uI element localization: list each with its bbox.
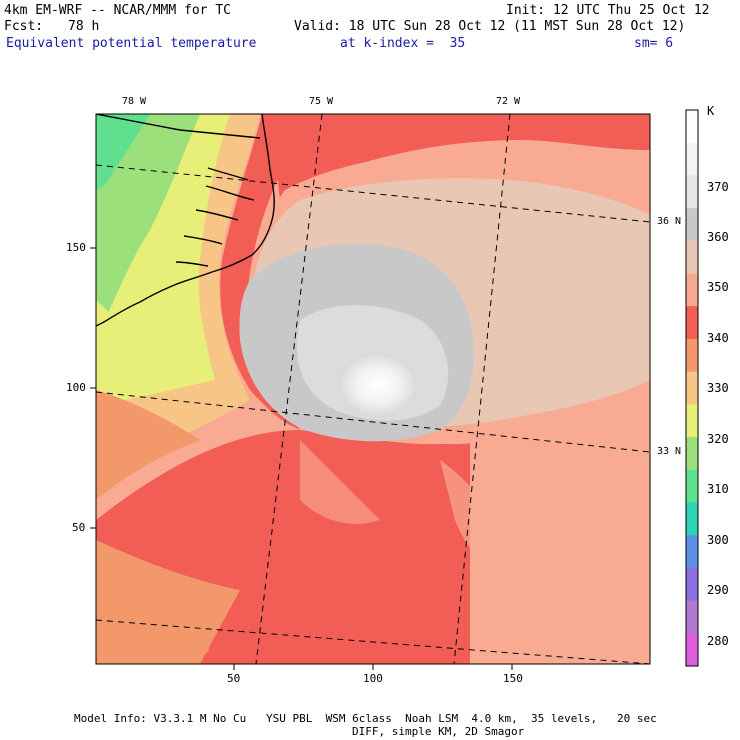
valid-time: Valid: 18 UTC Sun 28 Oct 12 (11 MST Sun …: [294, 19, 686, 34]
lat-lon-grid: [96, 114, 650, 664]
y-tick-150: 150: [66, 241, 86, 254]
init-time: Init: 12 UTC Thu 25 Oct 12: [506, 3, 710, 18]
y-tick-50: 50: [72, 521, 86, 534]
colorbar-swatch: [686, 306, 698, 340]
colorbar-swatch: [686, 208, 698, 242]
colorbar-frame: [685, 109, 699, 667]
colorbar-label-350: 350: [707, 280, 729, 294]
colorbar-swatch: [686, 633, 698, 667]
colorbar-label-290: 290: [707, 583, 729, 597]
lon-label-75w: 75 W: [309, 96, 334, 107]
colorbar: [686, 110, 698, 667]
colorbar-label-280: 280: [707, 634, 729, 648]
colorbar-label-370: 370: [707, 180, 729, 194]
colorbar-label-360: 360: [707, 230, 729, 244]
colorbar-swatch: [686, 142, 698, 176]
field-name: Equivalent potential temperature: [6, 36, 257, 51]
model-diffusion: DIFF, simple KM, 2D Smagor: [352, 725, 525, 738]
lat-label-33n: 33 N: [657, 446, 682, 457]
forecast-hours: 78 h: [68, 19, 100, 34]
colorbar-label-340: 340: [707, 331, 729, 345]
colorbar-unit: K: [707, 104, 715, 118]
colorbar-swatch: [686, 175, 698, 209]
colorbar-swatch: [686, 535, 698, 569]
colorbar-swatch: [686, 567, 698, 602]
x-tick-100: 100: [363, 672, 383, 685]
forecast-label: Fcst:: [4, 19, 44, 34]
colorbar-label-310: 310: [707, 482, 729, 496]
colorbar-swatch: [686, 371, 698, 405]
colorbar-swatch: [686, 404, 698, 438]
colorbar-swatch: [686, 469, 698, 503]
lat-label-36n: 36 N: [657, 216, 682, 227]
colorbar-label-320: 320: [707, 432, 729, 446]
colorbar-swatch: [686, 502, 698, 536]
colorbar-swatch: [686, 110, 698, 144]
lon-label-72w: 72 W: [496, 96, 521, 107]
colorbar-label-330: 330: [707, 381, 729, 395]
y-tick-100: 100: [66, 381, 86, 394]
colorbar-swatch: [686, 600, 698, 634]
level-info: at k-index = 35: [340, 36, 466, 51]
lon-label-78w: 78 W: [122, 96, 147, 107]
colorbar-swatch: [686, 240, 698, 275]
colorbar-swatch: [686, 437, 698, 471]
colorbar-swatch: [686, 273, 698, 307]
contour-fill: [96, 114, 650, 664]
model-info: Model Info: V3.3.1 M No Cu YSU PBL WSM 6…: [74, 712, 657, 725]
x-tick-150: 150: [503, 672, 523, 685]
colorbar-swatch: [686, 338, 698, 373]
coastline: [96, 114, 275, 327]
axis-ticks: [90, 247, 513, 670]
x-tick-50: 50: [227, 672, 241, 685]
colorbar-label-300: 300: [707, 533, 729, 547]
smoothing-info: sm= 6: [634, 36, 674, 51]
model-title: 4km EM-WRF -- NCAR/MMM for TC: [4, 3, 231, 18]
